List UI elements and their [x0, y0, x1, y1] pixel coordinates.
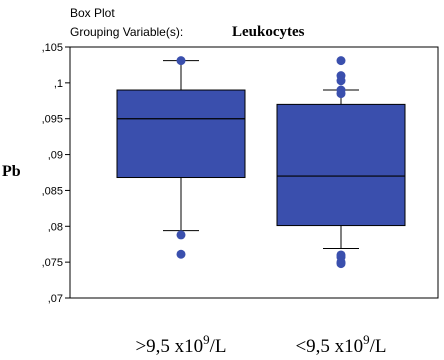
plot-frame	[69, 46, 439, 299]
y-tick-label: ,1	[54, 78, 63, 90]
y-tick-label: ,075	[42, 257, 63, 269]
x-axis-labels: >9,5 x109/L <9,5 x109/L	[135, 332, 386, 357]
x-label-superscript: 9	[203, 332, 210, 347]
x-category-label: >9,5 x109/L	[135, 332, 226, 357]
y-axis: ,07 ,075 ,08 ,085 ,09 ,095 ,1 ,105	[42, 42, 70, 305]
y-tick-label: ,07	[48, 293, 63, 305]
y-tick-label: ,105	[42, 42, 63, 54]
y-tick-label: ,08	[48, 221, 63, 233]
y-axis-label: Pb	[2, 163, 21, 180]
x-label-main: >9,5 x10	[135, 336, 203, 357]
y-tick-label: ,095	[42, 114, 63, 126]
x-label-unit: /L	[210, 336, 227, 357]
outlier-point	[176, 56, 186, 66]
box-group	[116, 56, 246, 259]
outlier-point	[336, 259, 346, 269]
outlier-point	[336, 250, 346, 260]
x-label-unit: /L	[370, 336, 387, 357]
outlier-point	[176, 249, 186, 259]
outlier-point	[336, 56, 346, 66]
chart-subtitle-prefix: Grouping Variable(s):	[70, 25, 183, 39]
box-iqr	[276, 103, 406, 227]
outlier-point	[176, 230, 186, 240]
x-category-label: <9,5 x109/L	[295, 332, 386, 357]
x-label-main: <9,5 x10	[295, 336, 363, 357]
y-tick-label: ,09	[48, 150, 63, 162]
box-group	[276, 56, 406, 269]
box-series	[116, 56, 406, 269]
box-iqr	[116, 89, 246, 179]
outlier-point	[336, 76, 346, 86]
chart-subtitle-variable: Leukocytes	[232, 24, 305, 40]
outlier-point	[336, 89, 346, 99]
y-tick-label: ,085	[42, 185, 63, 197]
chart-title: Box Plot	[70, 6, 115, 20]
x-label-superscript: 9	[363, 332, 370, 347]
